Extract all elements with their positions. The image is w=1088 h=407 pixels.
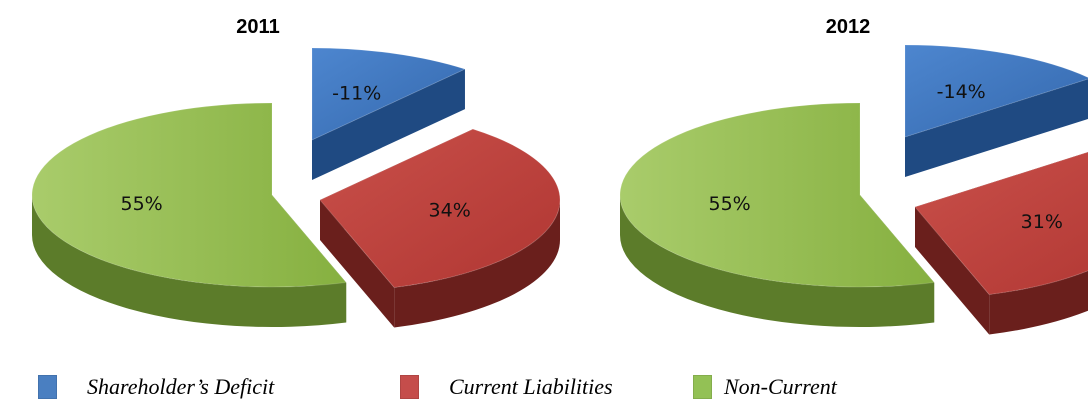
- pie-slice-current-liabilities: 34%: [319, 128, 561, 328]
- pie-slice-top: [914, 151, 1088, 296]
- pie-slice-top: [319, 128, 561, 289]
- pie-slice-shareholder-s-deficit: -11%: [311, 47, 467, 180]
- pie-slice-wall: [915, 207, 990, 335]
- data-label: 34%: [429, 199, 471, 221]
- pie-slice-non-current: 55%: [31, 102, 348, 327]
- pie-chart-2011: 2011 55% 34% -11%: [31, 16, 561, 328]
- pie-slice-top: [31, 102, 348, 288]
- data-label: -14%: [937, 81, 986, 103]
- pie-chart-2012: 2012 55% 31% -14%: [619, 16, 1088, 335]
- chart-title: 2011: [236, 16, 279, 38]
- data-label: 55%: [121, 193, 163, 215]
- data-label: 31%: [1021, 211, 1063, 233]
- pie-slice-side: [620, 195, 935, 327]
- data-label: -11%: [332, 82, 381, 104]
- pie-slice-side: [32, 195, 347, 327]
- pie-slice-wall: [905, 78, 1088, 177]
- pie-slice-current-liabilities: 31%: [914, 151, 1088, 335]
- pie-slice-wall: [320, 200, 395, 328]
- pie-slice-top: [619, 102, 936, 288]
- pie-slice-non-current: 55%: [619, 102, 936, 327]
- pie-slice-side: [394, 200, 560, 328]
- pie-slice-wall: [312, 69, 465, 180]
- pie-slice-side: [989, 270, 1088, 335]
- pie-slice-shareholder-s-deficit: -14%: [904, 44, 1088, 177]
- pie-slice-top: [311, 47, 467, 141]
- pie-slice-top: [904, 44, 1088, 138]
- data-label: 55%: [709, 193, 751, 215]
- chart-title: 2012: [826, 16, 871, 38]
